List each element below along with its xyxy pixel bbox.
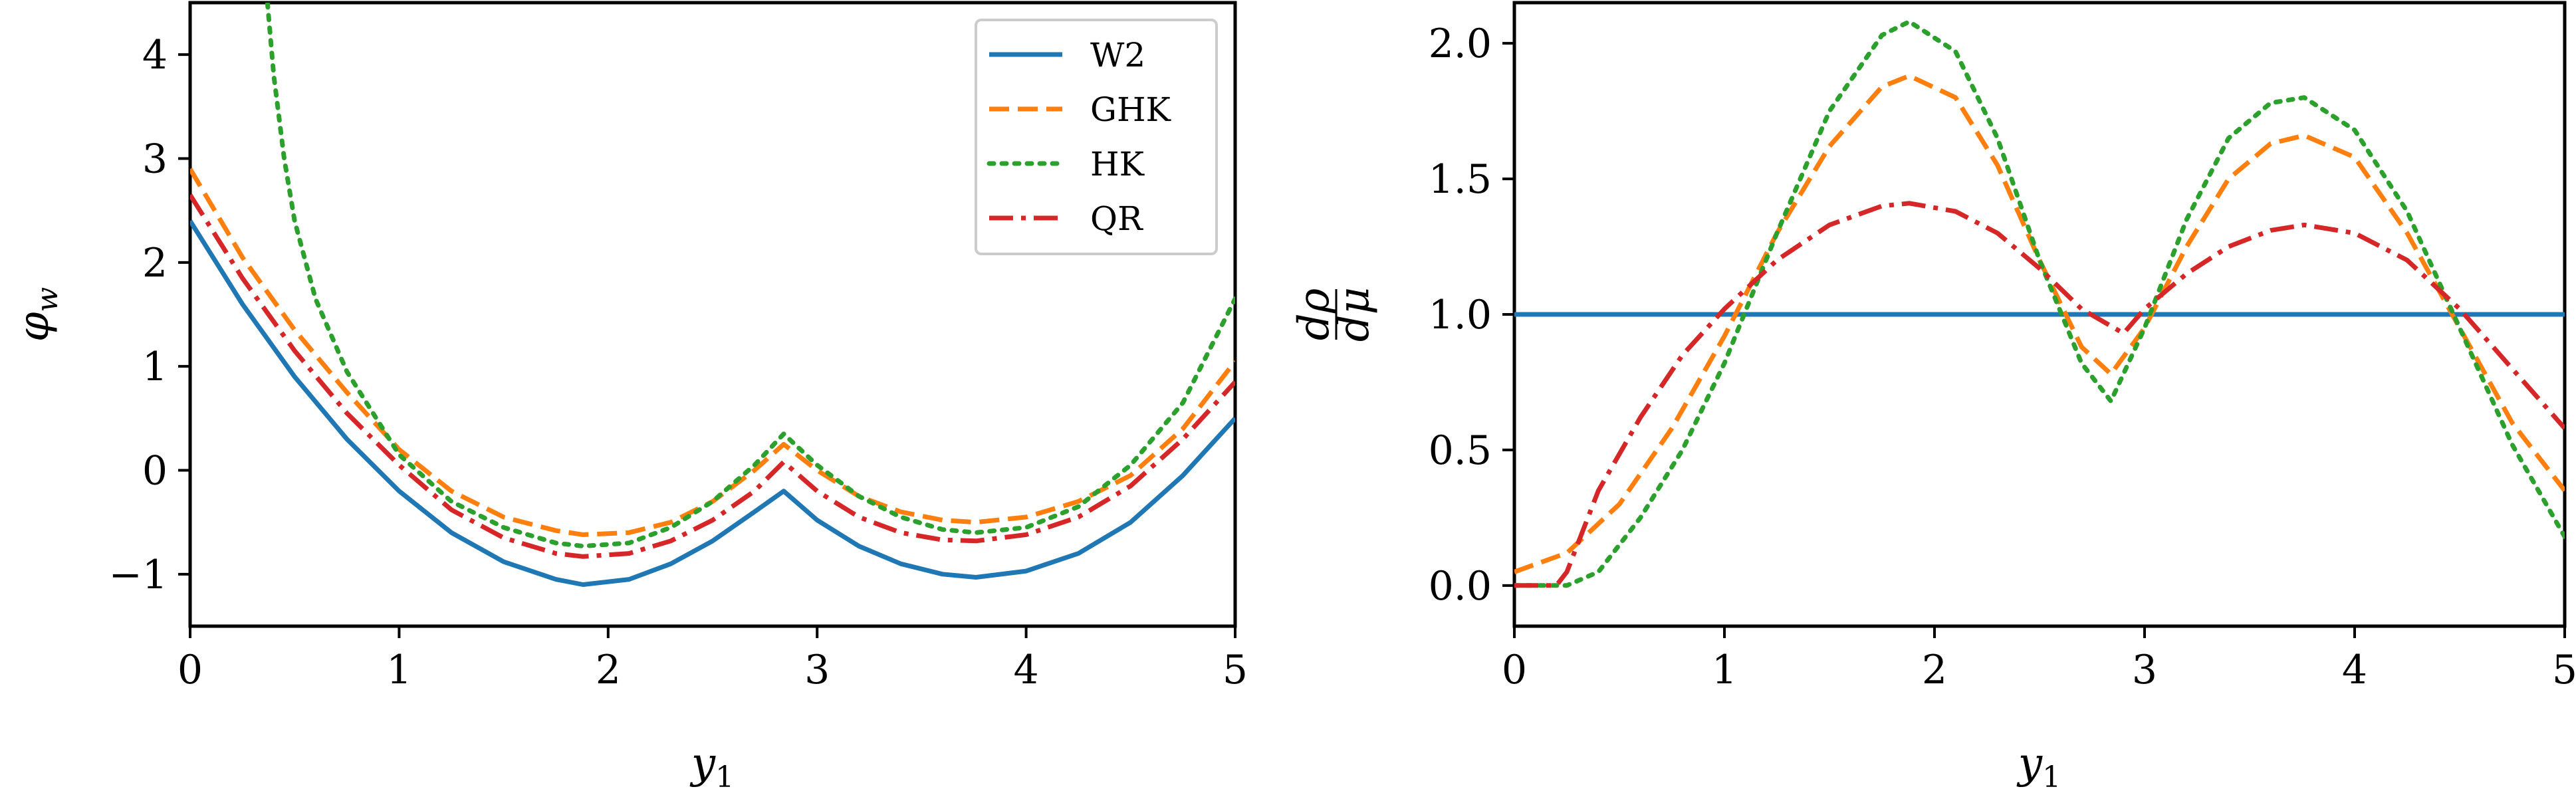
legend-label-ghk: GHK <box>1090 90 1172 129</box>
right-series-qr <box>1514 201 2565 588</box>
left-x-axis-label-subscript: 1 <box>715 760 734 793</box>
y-tick-label: 1 <box>142 344 168 390</box>
x-tick-label: 4 <box>1014 647 1039 693</box>
y-tick-label: 3 <box>142 136 168 183</box>
legend-label-w2: W2 <box>1090 36 1145 74</box>
x-tick-label: 2 <box>1922 647 1947 693</box>
y-tick-label: 4 <box>142 32 168 78</box>
right-y-axis-label-denominator: dμ <box>1330 287 1379 342</box>
legend-label-hk: HK <box>1090 145 1145 183</box>
left-y-axis-label: φw <box>9 287 64 342</box>
right-plot-lines <box>1514 19 2565 588</box>
right-x-ticks: 0 1 2 3 4 5 <box>1502 626 2576 693</box>
right-series-ghk <box>1514 73 2565 574</box>
y-tick-label: 0.5 <box>1429 427 1492 474</box>
x-tick-label: 0 <box>177 647 203 693</box>
y-tick-label: −1 <box>109 552 168 598</box>
x-tick-label: 1 <box>386 647 411 693</box>
left-series-w2 <box>190 219 1235 587</box>
left-series-qr <box>190 193 1235 559</box>
y-tick-label: 1.0 <box>1429 292 1492 338</box>
right-y-ticks: 0.0 0.5 1.0 1.5 2.0 <box>1429 21 1514 610</box>
y-tick-label: 0.0 <box>1429 563 1492 610</box>
y-tick-label: 1.5 <box>1429 156 1492 203</box>
right-y-axis-label-numerator: dρ <box>1290 288 1339 340</box>
x-tick-label: 3 <box>2132 647 2157 693</box>
y-tick-label: 2 <box>142 240 168 286</box>
x-tick-label: 1 <box>1712 647 1737 693</box>
left-series-hk <box>265 3 1235 549</box>
x-tick-label: 4 <box>2342 647 2367 693</box>
legend: W2 GHK HK QR <box>975 19 1218 255</box>
x-tick-label: 5 <box>1223 647 1248 693</box>
x-tick-label: 0 <box>1502 647 1527 693</box>
left-y-ticks: −1 0 1 2 3 4 <box>109 32 190 598</box>
left-x-axis-label: y1 <box>689 739 734 793</box>
left-series-ghk <box>190 168 1235 537</box>
left-x-ticks: 0 1 2 3 4 5 <box>177 626 1248 693</box>
right-plot: 0 1 2 3 4 5 0.0 0.5 1.0 1.5 2.0 y1 dρ dμ <box>1290 1 2576 793</box>
right-series-hk <box>1514 19 2565 588</box>
x-tick-label: 3 <box>804 647 830 693</box>
y-tick-label: 2.0 <box>1429 21 1492 67</box>
x-tick-label: 2 <box>596 647 621 693</box>
right-x-axis-label: y1 <box>2016 739 2061 793</box>
left-plot-frame <box>188 1 1237 628</box>
x-tick-label: 5 <box>2552 647 2576 693</box>
right-y-axis-label: dρ dμ <box>1290 287 1379 342</box>
left-plot-lines <box>190 3 1235 587</box>
legend-label-qr: QR <box>1090 199 1143 238</box>
y-tick-label: 0 <box>142 448 168 495</box>
legend-box <box>975 19 1218 255</box>
left-plot: 0 1 2 3 4 5 −1 0 1 2 3 4 y1 φw W2 GHK HK QR <box>9 1 1248 793</box>
